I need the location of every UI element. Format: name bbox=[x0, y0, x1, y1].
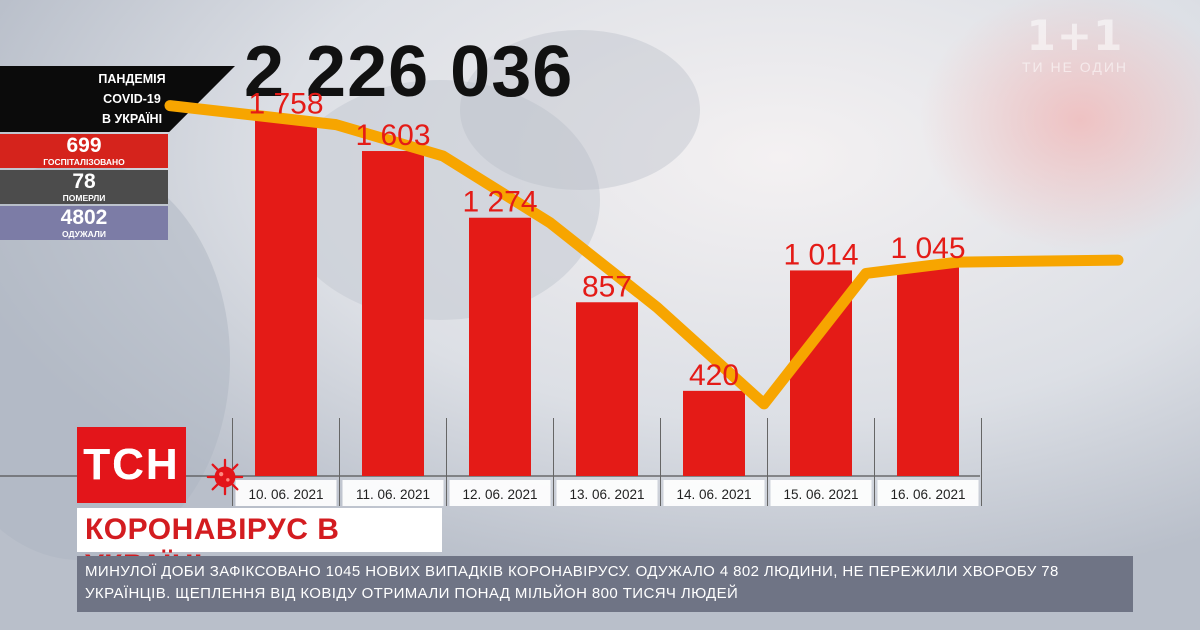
bar bbox=[362, 151, 424, 476]
x-tick-label: 11. 06. 2021 bbox=[356, 487, 430, 502]
bar-value-label: 1 603 bbox=[355, 119, 430, 152]
stats-header-line-3: В УКРАЇНІ bbox=[101, 112, 163, 126]
bar bbox=[897, 264, 959, 476]
bar bbox=[576, 302, 638, 476]
trend-line bbox=[164, 100, 1124, 410]
bar bbox=[683, 390, 745, 476]
stat-hospitalized-value: 699 bbox=[66, 134, 102, 157]
x-tick-label: 10. 06. 2021 bbox=[248, 487, 323, 502]
bar-value-label: 1 274 bbox=[462, 186, 537, 219]
bar-value-label: 420 bbox=[689, 359, 739, 392]
x-tick-label-box bbox=[770, 480, 872, 506]
total-cases: 2 226 036 bbox=[244, 32, 574, 112]
stats-header-line-2: COVID-19 bbox=[103, 92, 161, 106]
bar bbox=[255, 119, 317, 476]
x-tick-label-box bbox=[556, 480, 658, 506]
stat-recovered-value: 4802 bbox=[60, 206, 108, 229]
x-tick-label-box bbox=[342, 480, 444, 506]
x-tick-label-box bbox=[449, 480, 551, 506]
stats-panel: ПАНДЕМІЯ COVID-19 В УКРАЇНІ 699 ГОСПІТАЛ… bbox=[0, 66, 235, 240]
x-tick-label-box bbox=[235, 480, 337, 506]
bar-value-label: 1 045 bbox=[890, 232, 965, 265]
stat-died-label: ПОМЕРЛИ bbox=[62, 193, 106, 203]
logo-mark: 1+1 bbox=[1026, 11, 1124, 60]
bar-value-label: 1 014 bbox=[783, 238, 858, 271]
bar-value-label: 1 758 bbox=[248, 88, 323, 121]
x-tick-label-box bbox=[877, 480, 979, 506]
stat-recovered: 4802 ОДУЖАЛИ bbox=[0, 206, 168, 240]
stat-died-value: 78 bbox=[72, 170, 96, 193]
ticker-text: МИНУЛОЇ ДОБИ ЗАФІКСОВАНО 1045 НОВИХ ВИПА… bbox=[85, 563, 1059, 602]
tsn-logo: ТСН bbox=[77, 427, 186, 503]
x-tick-label: 16. 06. 2021 bbox=[890, 487, 965, 502]
bar-value-label: 857 bbox=[582, 270, 632, 303]
stat-recovered-label: ОДУЖАЛИ bbox=[62, 229, 106, 239]
virus-icon bbox=[206, 458, 244, 496]
x-tick-label: 14. 06. 2021 bbox=[676, 487, 751, 502]
x-tick-label: 13. 06. 2021 bbox=[569, 487, 644, 502]
stat-died: 78 ПОМЕРЛИ bbox=[0, 170, 168, 204]
x-tick-label: 12. 06. 2021 bbox=[462, 487, 537, 502]
x-tick-label: 15. 06. 2021 bbox=[783, 487, 858, 502]
news-ticker: МИНУЛОЇ ДОБИ ЗАФІКСОВАНО 1045 НОВИХ ВИПА… bbox=[77, 556, 1133, 612]
stats-header-line-1: ПАНДЕМІЯ bbox=[98, 72, 166, 86]
tsn-logo-text: ТСН bbox=[83, 440, 180, 489]
channel-logo: 1+1 ТИ НЕ ОДИН bbox=[1010, 14, 1140, 84]
stat-hospitalized-label: ГОСПІТАЛІЗОВАНО bbox=[43, 157, 125, 167]
stat-hospitalized: 699 ГОСПІТАЛІЗОВАНО bbox=[0, 134, 168, 168]
logo-tagline: ТИ НЕ ОДИН bbox=[1021, 59, 1129, 75]
x-tick-label-box bbox=[663, 480, 765, 506]
headline-bar: КОРОНАВІРУС В УКРАЇНІ bbox=[77, 508, 442, 582]
bar bbox=[469, 217, 531, 476]
